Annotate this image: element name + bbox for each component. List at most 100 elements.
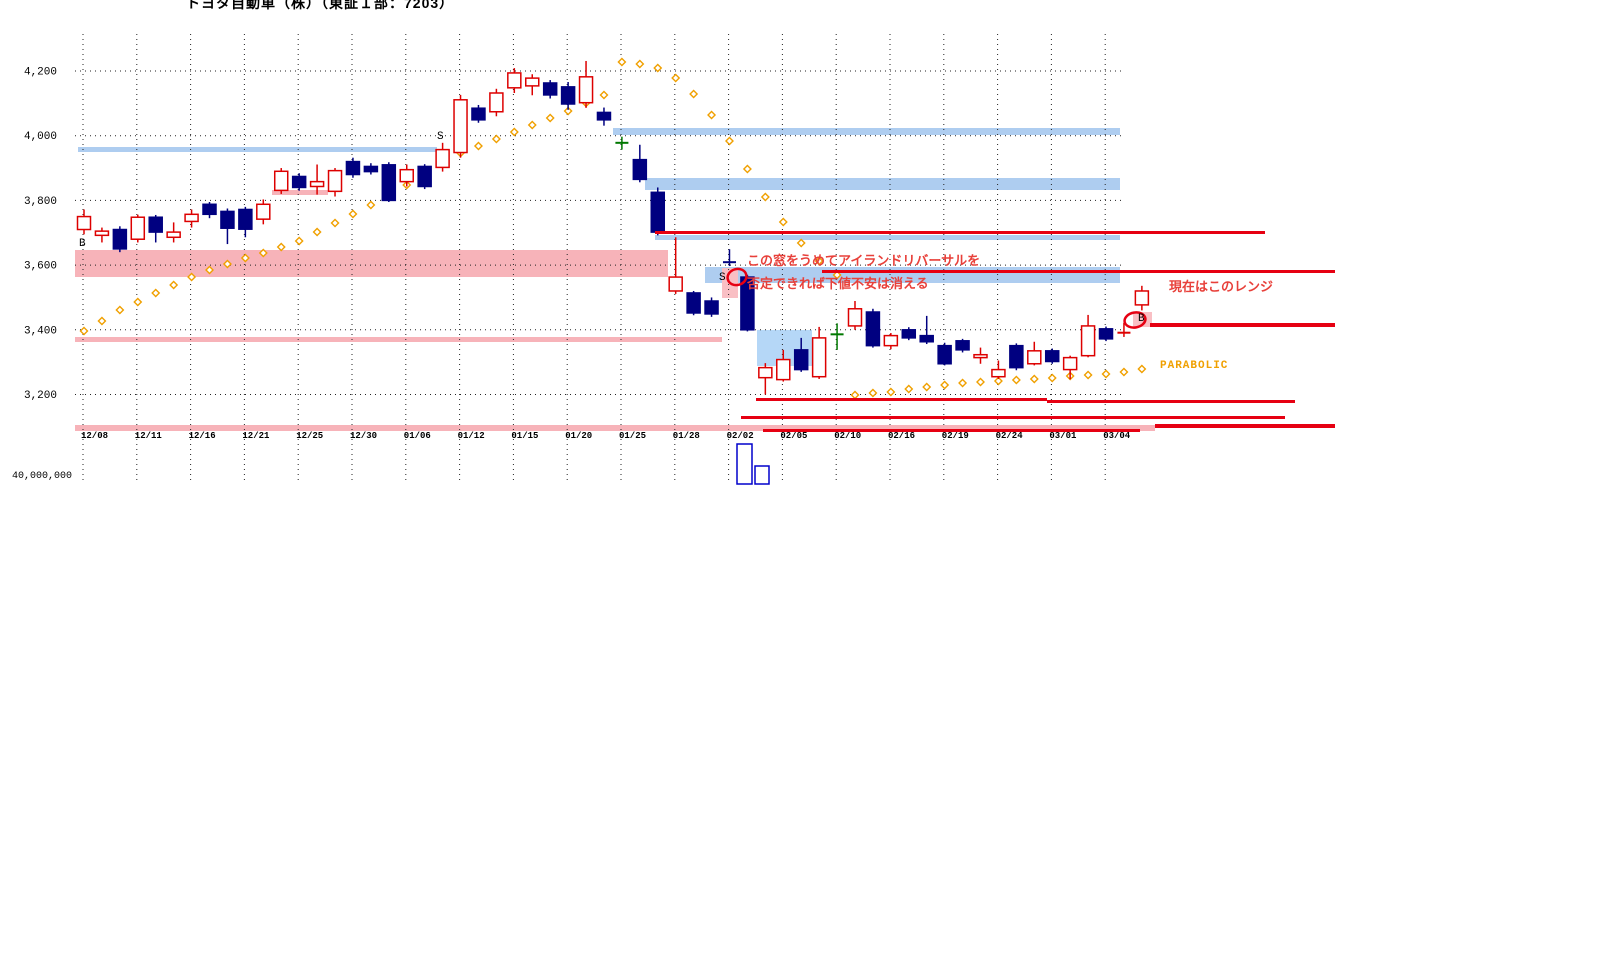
candle-body bbox=[758, 366, 773, 379]
support-resistance-band bbox=[272, 190, 328, 195]
parabolic-dot bbox=[940, 380, 950, 390]
x-axis-label: 02/19 bbox=[942, 431, 969, 441]
x-axis-label: 03/01 bbox=[1049, 431, 1077, 441]
parabolic-dot bbox=[473, 141, 483, 151]
candle-body bbox=[937, 344, 952, 365]
parabolic-dot bbox=[294, 236, 304, 246]
candle-body bbox=[471, 107, 486, 121]
candle-body bbox=[148, 216, 163, 233]
candle-body bbox=[1009, 344, 1024, 369]
x-axis-label: 12/16 bbox=[189, 431, 216, 441]
candle-body bbox=[202, 203, 217, 216]
parabolic-dot bbox=[886, 387, 896, 397]
parabolic-dot bbox=[850, 390, 860, 400]
x-axis-label: 02/02 bbox=[727, 431, 754, 441]
candle-body bbox=[256, 203, 271, 220]
parabolic-dot bbox=[222, 259, 232, 269]
trend-line bbox=[1150, 323, 1335, 327]
candle-body bbox=[453, 99, 468, 154]
candle-body bbox=[220, 210, 235, 229]
candle-body bbox=[525, 77, 540, 87]
trend-line bbox=[655, 231, 1265, 234]
x-axis-label: 01/20 bbox=[565, 431, 592, 441]
signal-marker: S bbox=[437, 131, 444, 143]
support-resistance-band bbox=[645, 178, 1120, 190]
candle-body bbox=[991, 368, 1006, 378]
candle-body bbox=[345, 160, 361, 176]
parabolic-dot bbox=[509, 127, 519, 137]
support-resistance-band bbox=[75, 337, 722, 342]
candle-body bbox=[381, 164, 397, 202]
parabolic-dot bbox=[671, 73, 681, 83]
parabolic-dot bbox=[993, 376, 1003, 386]
candle-body bbox=[793, 349, 809, 371]
parabolic-dot bbox=[240, 253, 250, 263]
parabolic-dot bbox=[169, 280, 179, 290]
candle-body bbox=[166, 231, 181, 239]
parabolic-dot bbox=[1047, 373, 1057, 383]
trend-line bbox=[763, 429, 1140, 432]
candle-body bbox=[112, 228, 128, 250]
chart-title: トヨタ自動車（株）（東証１部：7203） bbox=[186, 0, 455, 11]
support-resistance-band bbox=[78, 147, 437, 152]
y-axis-label: 3,200 bbox=[24, 390, 57, 402]
candle-body bbox=[399, 168, 414, 183]
x-axis-label: 01/25 bbox=[619, 431, 646, 441]
parabolic-dot bbox=[635, 59, 645, 69]
x-axis-label: 02/05 bbox=[780, 431, 807, 441]
candle-body bbox=[632, 158, 648, 181]
candle-body bbox=[76, 215, 92, 231]
parabolic-dot bbox=[922, 382, 932, 392]
parabolic-dot bbox=[707, 110, 717, 120]
parabolic-dot bbox=[1083, 370, 1093, 380]
x-axis-label: 01/06 bbox=[404, 431, 431, 441]
parabolic-dot bbox=[187, 272, 197, 282]
candle-body bbox=[596, 111, 612, 121]
candle-body bbox=[811, 337, 827, 378]
y-axis-label: 4,200 bbox=[24, 67, 57, 79]
parabolic-dot bbox=[527, 120, 537, 130]
parabolic-dot bbox=[868, 388, 878, 398]
parabolic-dot bbox=[832, 270, 842, 280]
annotation-current-range: 現在はこのレンジ bbox=[1169, 279, 1274, 294]
support-resistance-band bbox=[1133, 312, 1152, 327]
parabolic-dot bbox=[689, 89, 699, 99]
annotation-gap-note-line1: この窓をうめてアイランドリバーサルを bbox=[747, 253, 981, 268]
support-resistance-band bbox=[75, 425, 1155, 431]
support-resistance-band bbox=[613, 128, 1120, 135]
parabolic-dot bbox=[312, 227, 322, 237]
trend-line bbox=[756, 398, 1047, 401]
parabolic-dot bbox=[904, 384, 914, 394]
parabolic-dot bbox=[1137, 364, 1147, 374]
candle-body bbox=[704, 300, 719, 315]
parabolic-dot bbox=[653, 63, 663, 73]
candle-body bbox=[883, 334, 899, 347]
y-axis-label: 3,600 bbox=[24, 261, 57, 273]
parabolic-dot bbox=[724, 136, 734, 146]
parabolic-dot bbox=[133, 297, 143, 307]
candle-body bbox=[184, 213, 199, 223]
candle-body bbox=[973, 353, 988, 359]
parabolic-dot bbox=[958, 378, 968, 388]
candle-body bbox=[489, 92, 504, 113]
x-axis-label: 01/12 bbox=[458, 431, 485, 441]
candle-body bbox=[327, 169, 343, 193]
parabolic-dot bbox=[97, 316, 107, 326]
parabolic-dot bbox=[563, 106, 573, 116]
x-axis-label: 12/11 bbox=[135, 431, 163, 441]
candle-body bbox=[1134, 290, 1150, 306]
parabolic-dot bbox=[545, 113, 555, 123]
candle-body bbox=[363, 165, 379, 173]
parabolic-dot bbox=[276, 242, 286, 252]
parabolic-dot bbox=[1101, 369, 1111, 379]
parabolic-dot bbox=[491, 134, 501, 144]
parabolic-dot bbox=[205, 265, 214, 275]
candle-body bbox=[94, 230, 110, 237]
candle-body bbox=[291, 175, 307, 189]
highlight-circle bbox=[726, 267, 748, 287]
parabolic-dot bbox=[366, 200, 376, 210]
x-axis-label: 12/25 bbox=[296, 431, 323, 441]
support-resistance-band bbox=[75, 250, 668, 277]
parabolic-dot bbox=[348, 209, 358, 219]
